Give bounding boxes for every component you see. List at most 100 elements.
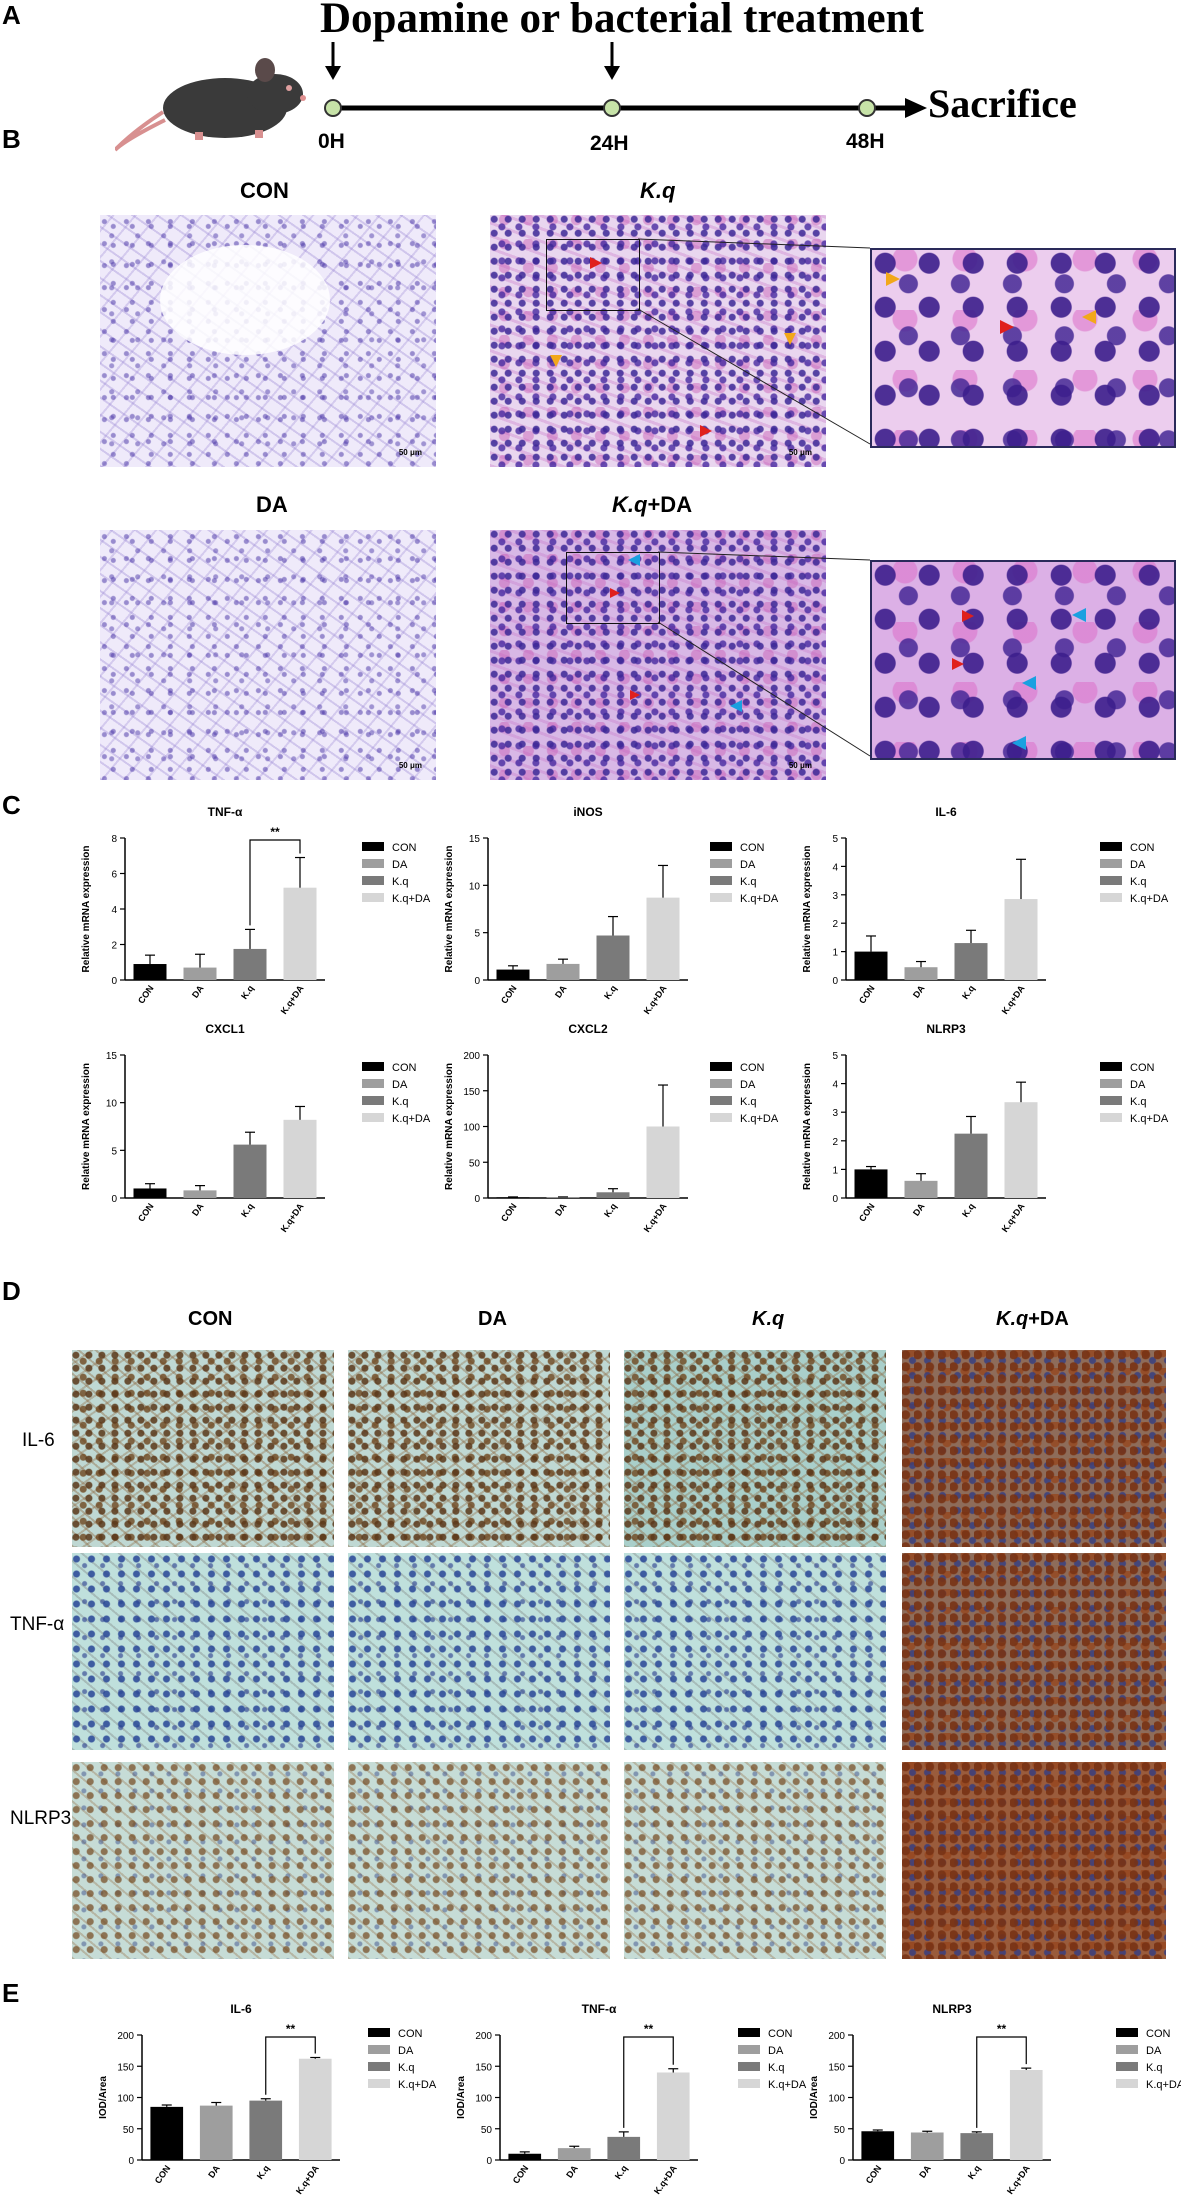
bar	[496, 1197, 530, 1198]
he-label-kqda: K.q+DA	[612, 492, 693, 517]
arrow-yellow-icon	[886, 272, 900, 286]
arrow-red-icon	[700, 425, 712, 437]
timepoint-dot-48h	[858, 99, 876, 117]
y-tick-label: 10	[469, 881, 481, 892]
x-tick-label: K.q+DA	[279, 1201, 306, 1234]
bar	[861, 2131, 895, 2160]
legend-label: K.q	[1130, 1096, 1147, 1108]
x-tick-label: K.q	[239, 983, 256, 1001]
bar	[546, 963, 580, 980]
y-tick-label: 150	[475, 2062, 492, 2073]
legend-swatch	[1100, 1113, 1122, 1122]
legend-label: K.q	[740, 1096, 757, 1108]
bar	[249, 2100, 283, 2160]
legend-swatch	[1116, 2079, 1138, 2088]
y-tick-label: 0	[111, 1194, 117, 1205]
ihc-col-label-con: CON	[188, 1308, 233, 1330]
legend-label: K.q+DA	[740, 893, 779, 905]
bar	[283, 1119, 317, 1198]
y-tick-label: 0	[832, 976, 838, 987]
legend-swatch	[368, 2062, 390, 2071]
legend-swatch	[368, 2028, 390, 2037]
chart-title: TNF-α	[208, 805, 243, 819]
significance-label: **	[286, 2022, 296, 2036]
x-tick-label: CON	[136, 1201, 156, 1223]
panel-label-c: C	[2, 790, 21, 820]
y-tick-label: 5	[111, 1146, 117, 1157]
y-tick-label: 6	[111, 870, 117, 881]
y-axis-label: Relative mRNA expression	[81, 1063, 92, 1190]
arrow-blue-icon	[730, 700, 742, 712]
legend-label: CON	[740, 1062, 765, 1074]
bar	[233, 1144, 267, 1198]
arrow-yellow-icon	[1082, 310, 1096, 324]
timepoint-label-24h: 24H	[590, 132, 629, 155]
bar	[283, 887, 317, 980]
y-axis-label: Relative mRNA expression	[802, 1063, 813, 1190]
arrow-blue-icon	[1072, 608, 1086, 622]
y-tick-label: 200	[117, 2031, 134, 2042]
bar	[904, 967, 938, 980]
x-tick-label: K.q	[602, 983, 619, 1001]
legend-label: K.q+DA	[392, 1113, 431, 1125]
legend-label: K.q+DA	[1130, 1113, 1169, 1125]
bar	[954, 1133, 988, 1198]
ihc-row-label-tnf: TNF-α	[10, 1614, 65, 1635]
he-label-kq: K.q	[640, 178, 676, 203]
legend-swatch	[1116, 2045, 1138, 2054]
zoom-box	[566, 552, 660, 624]
y-tick-label: 200	[463, 1051, 480, 1062]
chart-title: IL-6	[230, 2002, 252, 2016]
x-tick-label: K.q	[966, 2163, 983, 2181]
y-tick-label: 2	[111, 941, 117, 952]
x-tick-label: K.q+DA	[642, 1201, 669, 1234]
x-tick-label: CON	[499, 983, 519, 1005]
y-tick-label: 0	[474, 976, 480, 987]
y-axis-label: Relative mRNA expression	[802, 846, 813, 973]
scale-bar: 50 μm	[398, 448, 422, 457]
legend-label: K.q+DA	[1146, 2079, 1181, 2091]
he-label-da: DA	[256, 492, 288, 517]
y-axis-label: IOD/Area	[809, 2076, 820, 2119]
y-tick-label: 150	[117, 2062, 134, 2073]
legend-label: CON	[392, 1062, 417, 1074]
y-tick-label: 0	[474, 1194, 480, 1205]
chart-title: NLRP3	[926, 1022, 966, 1036]
x-tick-label: CON	[153, 2163, 173, 2185]
legend-swatch	[710, 1062, 732, 1071]
x-tick-label: CON	[499, 1201, 519, 1223]
legend-swatch	[738, 2045, 760, 2054]
legend-label: K.q	[768, 2062, 785, 2074]
bar	[596, 1192, 630, 1198]
timeline-end-label: Sacrifice	[928, 81, 1077, 126]
arrow-red-icon	[630, 690, 640, 700]
bar	[298, 2058, 332, 2160]
legend-label: K.q+DA	[1130, 893, 1169, 905]
legend-swatch	[1100, 1096, 1122, 1105]
y-tick-label: 8	[111, 834, 117, 845]
panel-label-d: D	[2, 1276, 21, 1306]
x-tick-label: K.q	[613, 2163, 630, 2181]
y-tick-label: 5	[832, 834, 838, 845]
legend-label: K.q	[392, 1096, 409, 1108]
significance-bracket	[623, 2036, 674, 2128]
legend-label: DA	[768, 2045, 784, 2057]
he-zoom-kq	[870, 248, 1176, 448]
significance-label: **	[644, 2022, 654, 2036]
legend-swatch	[710, 876, 732, 885]
x-tick-label: CON	[857, 1201, 877, 1223]
y-tick-label: 1	[832, 948, 838, 959]
legend-swatch	[738, 2028, 760, 2037]
legend-label: K.q+DA	[398, 2079, 437, 2091]
legend-label: DA	[740, 1079, 756, 1091]
bar	[1004, 1102, 1038, 1198]
ihc-col-label-kq: K.q	[752, 1308, 785, 1330]
x-tick-label: CON	[136, 983, 156, 1005]
arrow-yellow-icon	[550, 355, 562, 367]
legend-label: CON	[740, 842, 765, 854]
legend-swatch	[710, 859, 732, 868]
bar	[183, 1190, 217, 1198]
legend-swatch	[362, 1062, 384, 1071]
scale-bar: 50 μm	[788, 761, 812, 770]
x-tick-label: DA	[911, 1201, 927, 1218]
